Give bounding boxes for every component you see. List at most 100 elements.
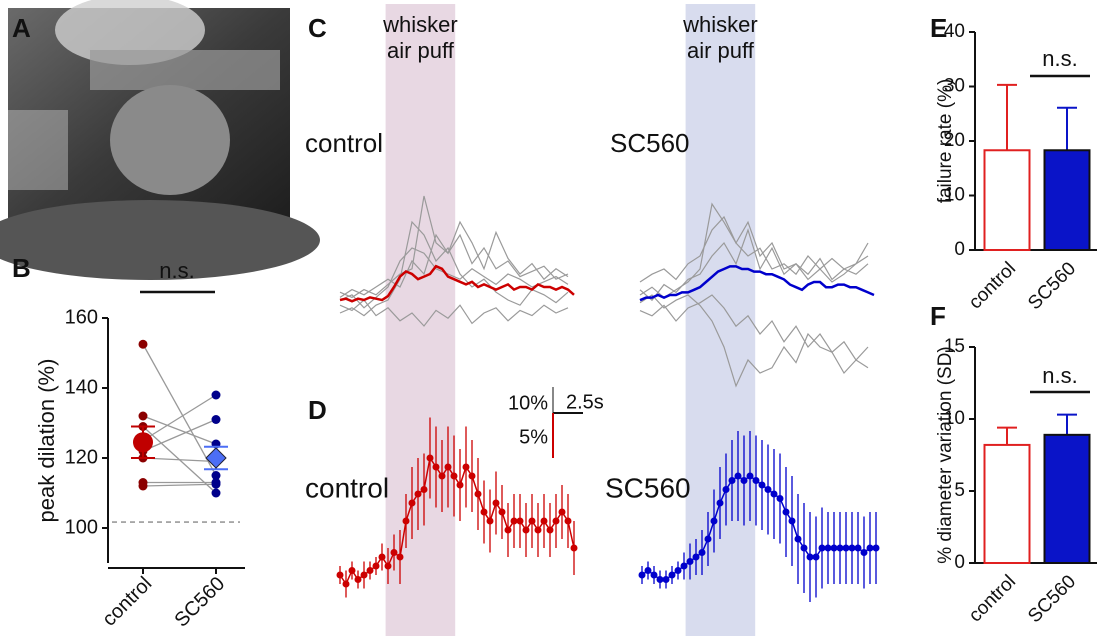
data-point [764, 486, 772, 493]
data-point [836, 544, 844, 552]
data-point [788, 517, 796, 525]
data-point [776, 495, 784, 502]
data-point [372, 562, 380, 570]
data-point [432, 463, 440, 471]
data-point [734, 472, 742, 480]
data-point [818, 544, 826, 552]
scale-bar-label: 10% [508, 392, 548, 414]
data-point [638, 571, 646, 579]
data-point [830, 544, 838, 552]
data-point [534, 526, 542, 534]
data-point [854, 544, 862, 552]
data-point [390, 549, 398, 556]
data-point [366, 567, 374, 574]
data-point [444, 463, 452, 471]
data-point [211, 415, 221, 424]
data-point [211, 471, 221, 480]
x-tick-label: control [965, 258, 1020, 313]
y-axis-label: % diameter variation (SD) [935, 346, 956, 564]
data-point [866, 544, 874, 552]
panel-label: A [12, 13, 31, 43]
data-point [728, 477, 736, 484]
data-point [558, 508, 566, 516]
data-point [480, 508, 488, 516]
data-point [656, 576, 664, 583]
trace [639, 202, 869, 299]
scale-bar-label: 5% [519, 426, 548, 448]
panel-label: B [12, 253, 31, 283]
data-point [348, 567, 356, 574]
data-point [650, 571, 658, 579]
trace-label: control [305, 128, 383, 158]
data-point [510, 517, 518, 525]
data-point [824, 544, 832, 552]
data-point [794, 535, 802, 543]
data-point [420, 486, 428, 493]
stimulus-label: whisker [682, 12, 758, 37]
trace [339, 220, 569, 317]
pair-line [142, 394, 217, 442]
trace [339, 247, 569, 309]
pair-line [142, 343, 217, 476]
data-point [138, 411, 148, 421]
annotation: n.s. [1042, 46, 1077, 71]
trace [339, 220, 569, 298]
data-point [758, 481, 766, 489]
stimulus-label: air puff [687, 38, 755, 63]
annotation: n.s. [159, 258, 194, 283]
panel-label: E [930, 13, 947, 43]
panel-label: F [930, 301, 946, 331]
data-point [842, 544, 850, 552]
data-point [211, 390, 221, 400]
data-point [570, 544, 578, 552]
trace [339, 299, 569, 327]
stimulus-label: air puff [387, 38, 455, 63]
data-point [564, 517, 572, 525]
trace [339, 195, 569, 299]
x-tick-label: SC560 [1024, 571, 1080, 627]
data-point [342, 580, 350, 588]
data-point [138, 339, 148, 349]
y-axis-label: peak dilation (%) [34, 359, 59, 523]
y-tick-label: 10 [944, 185, 965, 206]
data-point [504, 526, 512, 534]
stimulus-window [385, 4, 456, 636]
y-tick-label: 40 [944, 21, 965, 42]
data-point [680, 562, 688, 570]
data-point [752, 477, 760, 484]
y-tick-label: 20 [944, 130, 965, 151]
data-point [211, 488, 221, 498]
time-bar-label: 2.5s [566, 391, 604, 413]
panel-label: D [308, 395, 327, 425]
y-tick-label: 15 [944, 336, 965, 357]
bar [983, 149, 1031, 251]
data-point [360, 571, 368, 579]
data-point [686, 558, 694, 565]
y-tick-label: 140 [65, 376, 98, 398]
data-point [710, 517, 718, 525]
pair-line [142, 457, 217, 463]
data-point [704, 535, 712, 543]
bar [983, 443, 1031, 565]
data-point [528, 517, 536, 525]
data-point [402, 517, 410, 525]
data-point [486, 517, 494, 525]
data-point [812, 553, 820, 561]
data-point [806, 553, 814, 561]
annotation: n.s. [1042, 363, 1077, 388]
pair-line [142, 483, 217, 487]
pair-line [142, 415, 217, 445]
trace [639, 215, 869, 283]
data-point [782, 508, 790, 516]
data-point [492, 499, 500, 507]
data-point [462, 463, 470, 471]
data-point [716, 499, 724, 507]
trace [639, 294, 869, 361]
mean-trace [339, 264, 575, 303]
data-point [414, 490, 422, 498]
stimulus-label: whisker [382, 12, 458, 37]
mean-line [339, 456, 575, 586]
x-tick-label: control [965, 571, 1020, 626]
data-point [662, 576, 670, 583]
